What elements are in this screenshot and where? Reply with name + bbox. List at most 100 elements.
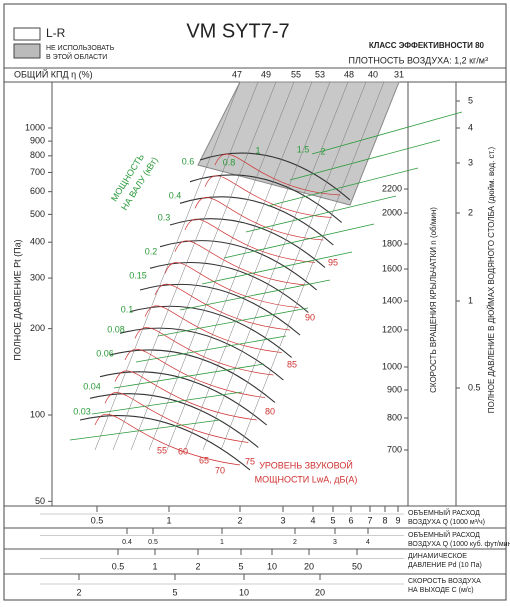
system-line [202,81,349,451]
forbidden-area [197,81,400,206]
speed-tick-label: 700 [387,444,402,454]
power-line [223,223,375,259]
scale-label: ОБЪЕМНЫЙ РАСХОД [408,508,480,517]
power-value: 0.15 [129,270,147,280]
efficiency-tick: 55 [291,69,301,79]
system-line [94,81,241,451]
scale-tick-label: 2 [293,539,297,546]
inch-label: ПОЛНОЕ ДАВЛЕНИЕ В ДЮЙМАХ ВОДЯНОГО СТОЛБА… [487,146,496,413]
scale-tick-label: 10 [267,561,277,571]
legend-lr-box [13,27,41,41]
y-tick-label: 500 [30,209,45,219]
efficiency-class: КЛАСС ЭФФЕКТИВНОСТИ 80 [369,41,485,50]
sound-curve [154,283,291,331]
efficiency-label: ОБЩИЙ КПД η (%) [14,68,93,79]
scale-tick-label: 9 [395,515,400,525]
fan-curve [159,240,318,291]
y-tick-label: 700 [30,167,45,177]
y-tick-label: 800 [30,150,45,160]
y-tick-label: 200 [30,323,45,333]
power-value: 0.03 [73,406,91,416]
fan-curve [109,349,276,403]
sound-value: 85 [287,359,297,369]
efficiency-tick: 47 [232,69,242,79]
speed-tick-label: 1800 [382,238,402,248]
sound-value: 80 [265,406,275,416]
sound-value: 60 [178,446,188,456]
system-line [130,81,277,451]
speed-tick-label: 1200 [382,324,402,334]
sound-value: 75 [245,456,255,466]
inch-tick-label: 4 [468,122,473,132]
power-line [311,111,463,155]
scale-tick-label: 4 [310,515,315,525]
efficiency-tick: 53 [315,69,325,79]
efficiency-tick: 40 [368,69,378,79]
inch-tick-label: 0.5 [468,382,481,392]
sound-curve [134,327,274,376]
scale-tick-label: 8 [382,515,387,525]
scale-tick-label: 1 [166,515,171,525]
scale-tick-label: 10 [239,587,249,597]
y-tick-label: 1000 [25,122,45,132]
power-value: 0.08 [107,324,125,334]
sound-value: 95 [328,257,338,267]
power-line [91,391,243,415]
power-line [135,335,287,363]
y-tick-label: 900 [30,136,45,146]
air-density: ПЛОТНОСТЬ ВОЗДУХА: 1,2 кг/м³ [349,55,488,65]
system-line [112,81,259,451]
efficiency-tick: 49 [261,69,271,79]
sound-label: МОЩНОСТИ LwA, дБ(А) [255,474,358,484]
scale-tick-label: 7 [367,515,372,525]
power-line [179,279,331,311]
sound-curve [214,153,341,196]
y-tick-label: 100 [30,409,45,419]
scale-label: ВОЗДУХА Q (1000 м³/ч) [408,519,485,526]
fan-curve [169,218,326,268]
scale-tick-label: 0.5 [112,561,125,571]
speed-tick-label: 2200 [382,183,402,193]
scale-tick-label: 50 [352,561,362,571]
title: VM SYT7-7 [186,20,289,42]
power-line [69,419,221,441]
fan-curve [119,327,284,381]
scale-label: ДАВЛЕНИЕ Pd (10 Па) [408,562,482,569]
scale-tick-label: 0.5 [148,539,158,546]
power-line [113,363,265,389]
sound-value: 90 [305,312,315,322]
legend-grey: НЕ ИСПОЛЬЗОВАТЬ [46,45,115,52]
scale-tick-label: 6 [348,515,353,525]
frame [3,3,507,601]
speed-tick-label: 1600 [382,263,402,273]
sound-curve [194,197,324,241]
fan-curve [99,371,268,426]
inch-tick-label: 2 [468,207,473,217]
sound-value: 55 [157,445,167,455]
scale-tick-label: 0.4 [122,539,132,546]
fan-curve [139,283,301,336]
scale-tick-label: 3 [280,515,285,525]
speed-label: СКОРОСТЬ ВРАЩЕНИЯ КРЫЛЬЧАТКИ n (об/мин) [429,207,438,393]
fan-curve [189,174,343,223]
speed-tick-label: 900 [387,384,402,394]
sound-label: УРОВЕНЬ ЗВУКОВОЙ [259,459,353,470]
sound-value: 65 [199,455,209,465]
power-value: 0.2 [145,246,158,256]
efficiency-tick: 31 [394,69,404,79]
y-tick-label: 400 [30,237,45,247]
power-line [245,195,397,233]
fan-curve [89,393,259,448]
legend-lr: L-R [46,26,66,40]
scale-tick-label: 2 [195,561,200,571]
inch-tick-label: 1 [468,295,473,305]
efficiency-tick: 48 [344,69,354,79]
scale-tick-label: 2 [76,587,81,597]
power-value: 0.1 [121,304,134,314]
legend-grey: В ЭТОЙ ОБЛАСТИ [46,52,107,61]
power-value: 0.06 [96,348,114,358]
sound-curve [114,370,257,421]
power-value: 0.8 [223,157,236,167]
scale-tick-label: 5 [238,561,243,571]
power-value: 1 [255,145,260,155]
